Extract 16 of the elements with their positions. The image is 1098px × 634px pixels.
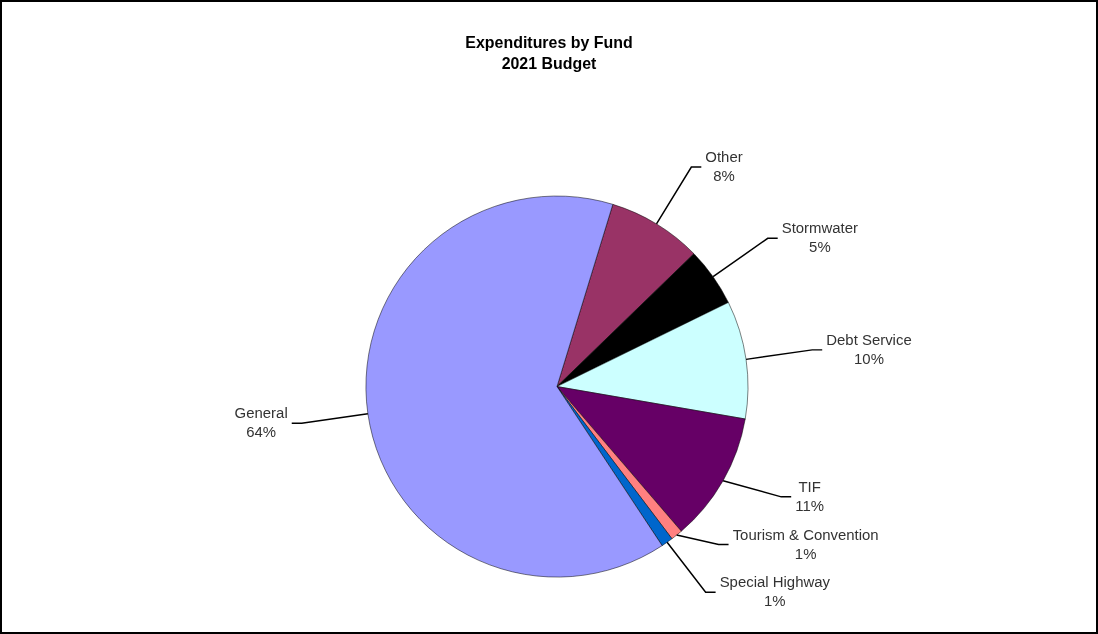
slice-label: TIF	[798, 478, 821, 496]
data-label: 10%	[854, 349, 884, 367]
slice-label: Other	[705, 148, 743, 166]
data-label: 8%	[713, 167, 735, 185]
slice-label: General	[234, 404, 288, 422]
data-label: 5%	[809, 238, 831, 256]
slice-label: Debt Service	[826, 331, 912, 349]
data-label: 64%	[246, 423, 277, 441]
slice-label: Tourism & Convention	[732, 525, 879, 543]
slice-label: Special Highway	[719, 573, 831, 591]
chart-title: Expenditures by Fund	[465, 34, 633, 52]
data-label: 1%	[794, 544, 817, 562]
data-label: 1%	[764, 592, 786, 610]
data-label: 11%	[795, 496, 824, 514]
slice-label: Stormwater	[781, 219, 859, 237]
chart-subtitle: 2021 Budget	[501, 55, 598, 72]
